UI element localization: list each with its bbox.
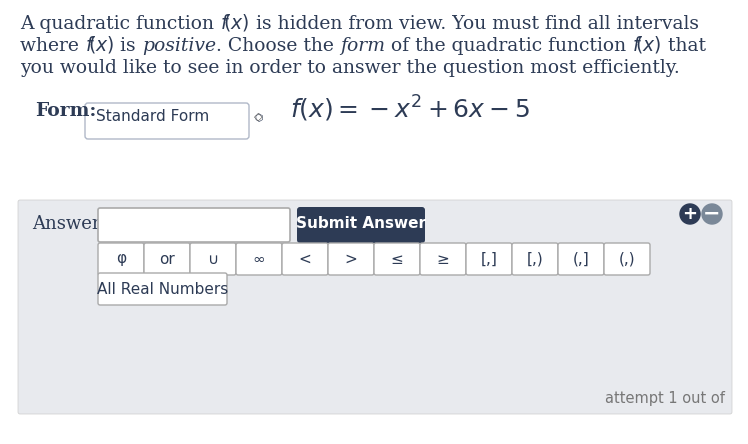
Text: (,): (,) (619, 251, 635, 266)
FancyBboxPatch shape (282, 243, 328, 275)
FancyBboxPatch shape (18, 200, 732, 414)
Text: $f\!\left(x\right)$: $f\!\left(x\right)$ (632, 35, 662, 56)
Text: you would like to see in order to answer the question most efficiently.: you would like to see in order to answer… (20, 59, 680, 77)
FancyBboxPatch shape (512, 243, 558, 275)
Text: Standard Form: Standard Form (96, 109, 209, 124)
Text: or: or (159, 251, 175, 266)
Text: ⬡: ⬡ (254, 113, 263, 123)
Text: >: > (345, 251, 358, 266)
FancyBboxPatch shape (98, 243, 144, 275)
FancyBboxPatch shape (297, 207, 425, 243)
Text: (,]: (,] (573, 251, 589, 266)
Text: where: where (20, 37, 85, 55)
Text: φ: φ (116, 251, 126, 266)
Text: [,): [,) (527, 251, 543, 266)
FancyBboxPatch shape (558, 243, 604, 275)
Text: positive: positive (142, 37, 216, 55)
FancyBboxPatch shape (98, 208, 290, 242)
Text: All Real Numbers: All Real Numbers (97, 281, 228, 297)
Circle shape (680, 204, 700, 224)
Circle shape (702, 204, 722, 224)
Text: ≥: ≥ (437, 251, 450, 266)
FancyBboxPatch shape (374, 243, 420, 275)
FancyBboxPatch shape (328, 243, 374, 275)
Text: Answer:: Answer: (32, 215, 107, 233)
FancyBboxPatch shape (85, 103, 249, 139)
Text: attempt 1 out of: attempt 1 out of (605, 391, 725, 406)
Text: <: < (298, 251, 311, 266)
Text: is hidden from view. You must find all intervals: is hidden from view. You must find all i… (250, 15, 699, 33)
FancyBboxPatch shape (236, 243, 282, 275)
Text: ∞: ∞ (253, 251, 266, 266)
FancyBboxPatch shape (190, 243, 236, 275)
Text: . Choose the: . Choose the (216, 37, 340, 55)
Text: Submit Answer: Submit Answer (296, 217, 426, 231)
FancyBboxPatch shape (466, 243, 512, 275)
FancyBboxPatch shape (98, 273, 227, 305)
Text: ◇: ◇ (254, 112, 263, 122)
Text: $f\!\left(x\right)$: $f\!\left(x\right)$ (220, 12, 250, 33)
Text: form: form (340, 37, 385, 55)
Text: ≤: ≤ (390, 251, 403, 266)
Text: +: + (682, 205, 697, 223)
FancyBboxPatch shape (604, 243, 650, 275)
Text: ∪: ∪ (207, 251, 218, 266)
Text: −: − (703, 204, 721, 224)
Text: $f\!\left(x\right)$: $f\!\left(x\right)$ (85, 35, 114, 56)
Text: Form:: Form: (35, 102, 96, 120)
Text: of the quadratic function: of the quadratic function (385, 37, 632, 55)
Text: A quadratic function: A quadratic function (20, 15, 220, 33)
Text: that: that (662, 37, 706, 55)
FancyBboxPatch shape (144, 243, 190, 275)
Text: $f(x) = -x^2 + 6x - 5$: $f(x) = -x^2 + 6x - 5$ (290, 94, 530, 124)
Text: [,]: [,] (480, 251, 497, 266)
Text: is: is (114, 37, 142, 55)
FancyBboxPatch shape (420, 243, 466, 275)
